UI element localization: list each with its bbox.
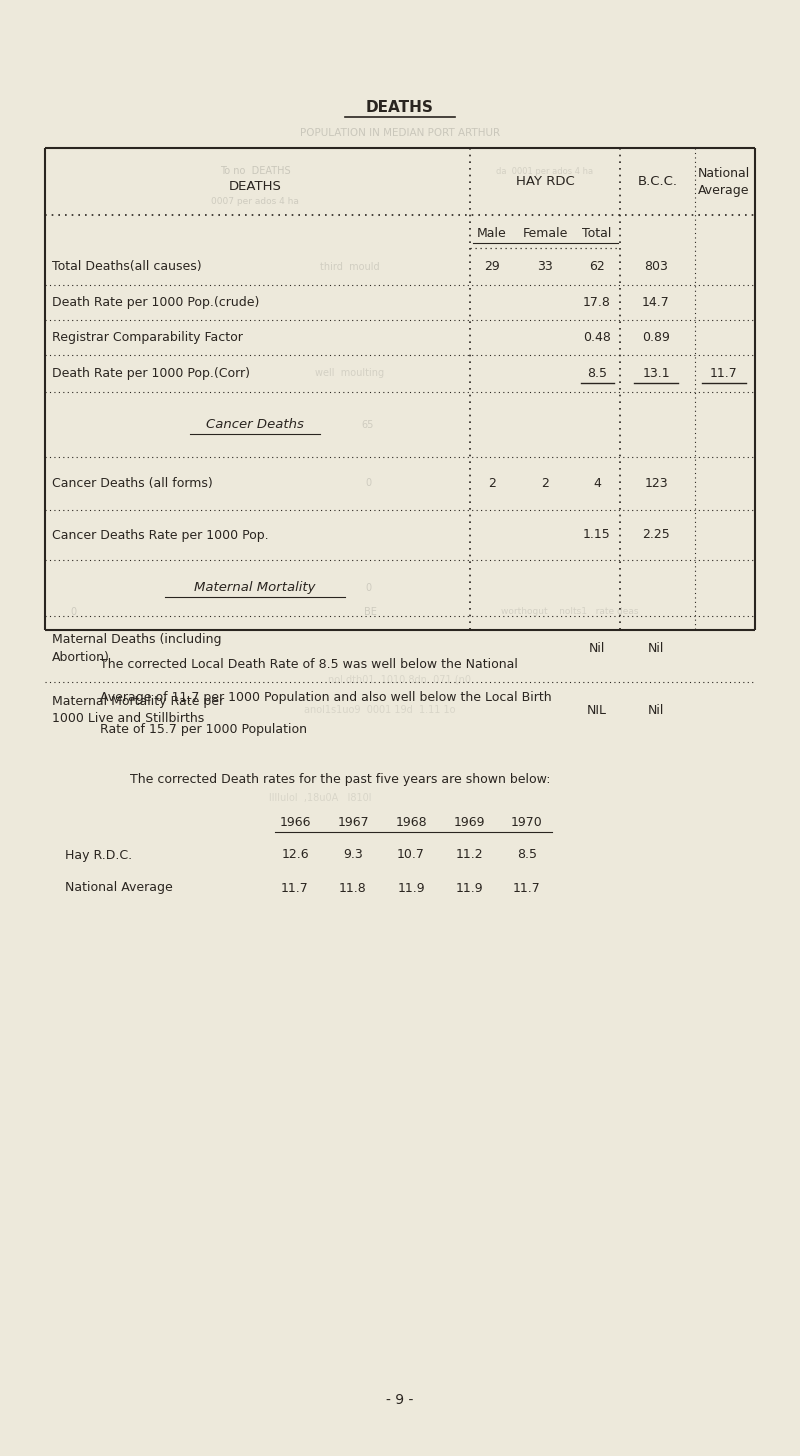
Text: The corrected Local Death Rate of 8.5 was well below the National: The corrected Local Death Rate of 8.5 wa…	[100, 658, 518, 671]
Text: 0.48: 0.48	[583, 331, 611, 344]
Text: HAY RDC: HAY RDC	[516, 175, 574, 188]
Text: 1.15: 1.15	[583, 529, 611, 542]
Text: 10.7: 10.7	[397, 849, 425, 862]
Text: 65: 65	[362, 419, 374, 430]
Text: Cancer Deaths Rate per 1000 Pop.: Cancer Deaths Rate per 1000 Pop.	[52, 529, 269, 542]
Text: Registrar Comparability Factor: Registrar Comparability Factor	[52, 331, 243, 344]
Text: Male: Male	[477, 227, 507, 240]
Text: 11.8: 11.8	[339, 881, 367, 894]
Text: NIL: NIL	[587, 703, 607, 716]
Text: POPULATION IN MEDIAN PORT ARTHUR: POPULATION IN MEDIAN PORT ARTHUR	[300, 128, 500, 138]
Text: Average: Average	[698, 183, 750, 197]
Text: 0007 per ados 4 ha: 0007 per ados 4 ha	[211, 197, 299, 205]
Text: 123: 123	[644, 478, 668, 491]
Text: BE: BE	[363, 607, 377, 617]
Text: 0: 0	[365, 582, 371, 593]
Text: anol1s1uo9  0001 19d  1.11 1o: anol1s1uo9 0001 19d 1.11 1o	[304, 705, 456, 715]
Text: Death Rate per 1000 Pop.(crude): Death Rate per 1000 Pop.(crude)	[52, 296, 259, 309]
Text: 11.7: 11.7	[710, 367, 738, 380]
Text: da  0001 per ados 4 ha: da 0001 per ados 4 ha	[497, 167, 594, 176]
Text: 803: 803	[644, 261, 668, 272]
Text: 11.9: 11.9	[455, 881, 483, 894]
Text: National: National	[698, 167, 750, 181]
Text: Total Deaths(all causes): Total Deaths(all causes)	[52, 261, 202, 272]
Text: 1966: 1966	[279, 815, 310, 828]
Text: The corrected Death rates for the past five years are shown below:: The corrected Death rates for the past f…	[130, 773, 550, 786]
Text: - 9 -: - 9 -	[386, 1393, 414, 1406]
Text: DEATHS: DEATHS	[229, 181, 282, 194]
Text: Cancer Deaths: Cancer Deaths	[206, 418, 304, 431]
Text: 0: 0	[365, 479, 371, 489]
Text: Female: Female	[522, 227, 568, 240]
Text: Death Rate per 1000 Pop.(Corr): Death Rate per 1000 Pop.(Corr)	[52, 367, 250, 380]
Text: 4: 4	[593, 478, 601, 491]
Text: Rate of 15.7 per 1000 Population: Rate of 15.7 per 1000 Population	[100, 722, 307, 735]
Text: 2: 2	[488, 478, 496, 491]
Text: 11.2: 11.2	[455, 849, 483, 862]
Text: Nil: Nil	[648, 703, 664, 716]
Text: Maternal Mortality: Maternal Mortality	[194, 581, 316, 594]
Text: 8.5: 8.5	[587, 367, 607, 380]
Text: nol dth01  1010 8dn  071 (n0: nol dth01 1010 8dn 071 (n0	[329, 676, 471, 684]
Text: 11.7: 11.7	[281, 881, 309, 894]
Text: 1969: 1969	[454, 815, 485, 828]
Text: 13.1: 13.1	[642, 367, 670, 380]
Text: 29: 29	[484, 261, 500, 272]
Text: 1000 Live and Stillbirths: 1000 Live and Stillbirths	[52, 712, 204, 725]
Text: 2: 2	[541, 478, 549, 491]
Text: 1968: 1968	[395, 815, 427, 828]
Text: 9.3: 9.3	[343, 849, 363, 862]
Text: Average of 11.7 per 1000 Population and also well below the Local Birth: Average of 11.7 per 1000 Population and …	[100, 690, 552, 703]
Text: well  moulting: well moulting	[315, 368, 385, 379]
Text: 11.9: 11.9	[397, 881, 425, 894]
Text: Cancer Deaths (all forms): Cancer Deaths (all forms)	[52, 478, 213, 491]
Text: 12.6: 12.6	[281, 849, 309, 862]
Text: 11.7: 11.7	[513, 881, 541, 894]
Text: Abortion): Abortion)	[52, 651, 110, 664]
Text: 33: 33	[537, 261, 553, 272]
Text: 2.25: 2.25	[642, 529, 670, 542]
Text: 1970: 1970	[511, 815, 543, 828]
Text: National Average: National Average	[65, 881, 173, 894]
Text: Nil: Nil	[648, 642, 664, 655]
Text: llllulol  ,18u0A   l810l: llllulol ,18u0A l810l	[269, 794, 371, 804]
Text: 8.5: 8.5	[517, 849, 537, 862]
Text: 17.8: 17.8	[583, 296, 611, 309]
Text: third  mould: third mould	[320, 262, 380, 271]
Text: Total: Total	[582, 227, 612, 240]
Text: DEATHS: DEATHS	[366, 100, 434, 115]
Text: 0: 0	[70, 607, 76, 617]
Text: Maternal Mortality Rate per: Maternal Mortality Rate per	[52, 695, 224, 708]
Text: 14.7: 14.7	[642, 296, 670, 309]
Text: Maternal Deaths (including: Maternal Deaths (including	[52, 633, 222, 646]
Text: Hay R.D.C.: Hay R.D.C.	[65, 849, 132, 862]
Text: worthogut    nolts1   rate deas: worthogut nolts1 rate deas	[502, 607, 638, 616]
Text: 0.89: 0.89	[642, 331, 670, 344]
Text: To no  DEATHS: To no DEATHS	[220, 166, 290, 176]
Text: 62: 62	[589, 261, 605, 272]
Text: Nil: Nil	[589, 642, 605, 655]
Text: B.C.C.: B.C.C.	[638, 175, 678, 188]
Text: 1967: 1967	[337, 815, 369, 828]
